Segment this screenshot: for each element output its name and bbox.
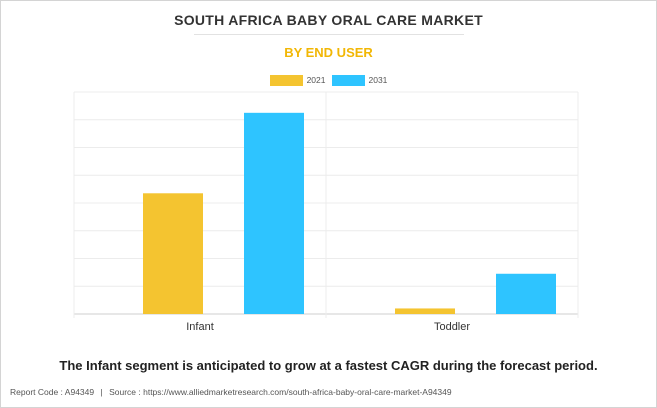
legend-swatch-2031 xyxy=(331,74,365,86)
bar-toddler-2031[interactable] xyxy=(496,273,556,314)
bars xyxy=(143,112,556,314)
bar-infant-2031[interactable] xyxy=(244,112,304,314)
bar-toddler-2021[interactable] xyxy=(395,308,455,314)
footer: Report Code : A94349 | Source : https://… xyxy=(10,387,452,397)
legend-item-2021[interactable]: 2021 xyxy=(269,74,326,86)
x-tick-label-toddler: Toddler xyxy=(434,321,470,333)
legend-swatch-2021 xyxy=(269,74,303,86)
chart-subtitle: BY END USER xyxy=(284,45,373,60)
title-divider xyxy=(194,34,464,35)
legend-label-2031: 2031 xyxy=(368,75,388,85)
legend: 2021 2031 xyxy=(1,73,656,87)
footer-separator: | xyxy=(100,387,103,397)
chart-caption: The Infant segment is anticipated to gro… xyxy=(59,358,598,373)
legend-label-2021: 2021 xyxy=(306,75,326,85)
source-link[interactable]: Source : https://www.alliedmarketresearc… xyxy=(109,387,452,397)
x-tick-labels: Infant Toddler xyxy=(186,321,470,333)
report-code: Report Code : A94349 xyxy=(10,387,95,397)
legend-item-2031[interactable]: 2031 xyxy=(331,74,388,86)
chart-title: SOUTH AFRICA BABY ORAL CARE MARKET xyxy=(174,12,483,28)
bar-infant-2021[interactable] xyxy=(143,193,203,314)
bar-chart: Infant Toddler xyxy=(73,91,579,333)
x-tick-label-infant: Infant xyxy=(186,321,214,333)
